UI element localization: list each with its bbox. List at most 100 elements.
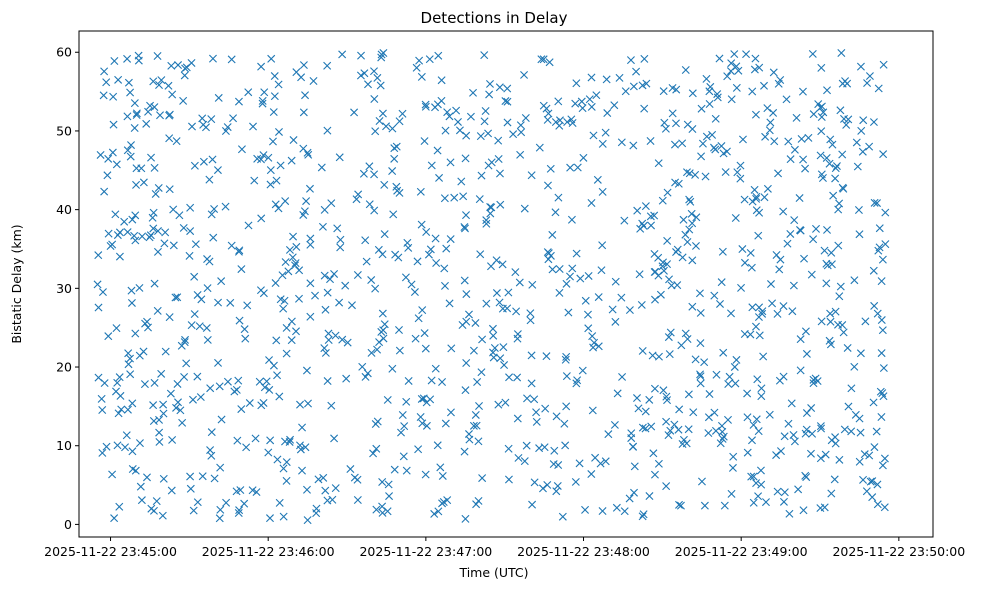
data-point bbox=[415, 56, 424, 65]
data-point bbox=[816, 454, 825, 463]
data-point bbox=[747, 263, 756, 272]
data-point bbox=[182, 63, 191, 72]
data-point bbox=[869, 118, 878, 127]
data-point bbox=[587, 73, 596, 82]
data-point bbox=[730, 362, 739, 371]
data-point bbox=[131, 236, 140, 245]
data-point bbox=[174, 398, 182, 407]
data-point bbox=[390, 144, 399, 153]
data-point bbox=[651, 267, 660, 276]
data-point bbox=[704, 413, 713, 422]
data-point bbox=[443, 108, 452, 117]
data-point bbox=[341, 281, 350, 290]
data-point bbox=[633, 206, 642, 215]
data-point bbox=[461, 386, 470, 395]
data-point bbox=[289, 232, 298, 241]
data-point bbox=[331, 331, 340, 340]
data-point bbox=[286, 435, 295, 444]
data-point bbox=[108, 148, 117, 157]
data-point bbox=[302, 366, 311, 375]
data-point bbox=[756, 466, 765, 475]
data-point bbox=[836, 106, 845, 115]
y-tick-label: 50 bbox=[56, 123, 72, 138]
data-point bbox=[485, 90, 494, 99]
data-point bbox=[715, 54, 724, 63]
data-point bbox=[528, 500, 537, 509]
data-point bbox=[578, 366, 587, 375]
data-point bbox=[662, 482, 671, 491]
data-point bbox=[462, 317, 471, 326]
data-point bbox=[154, 183, 163, 192]
data-point bbox=[773, 309, 782, 318]
data-point bbox=[537, 55, 546, 64]
data-point bbox=[446, 158, 455, 167]
data-point bbox=[137, 164, 146, 173]
data-point bbox=[615, 73, 624, 82]
data-point bbox=[808, 429, 817, 438]
data-point bbox=[245, 399, 254, 408]
data-point bbox=[673, 245, 682, 254]
data-point bbox=[746, 248, 755, 257]
data-point bbox=[130, 231, 139, 240]
data-point bbox=[881, 240, 890, 249]
data-point bbox=[880, 454, 889, 463]
data-point bbox=[250, 176, 259, 185]
data-point bbox=[489, 331, 498, 340]
data-point bbox=[223, 123, 232, 132]
data-point bbox=[167, 486, 176, 495]
data-point bbox=[407, 280, 416, 289]
data-point bbox=[712, 370, 721, 379]
data-point bbox=[124, 349, 133, 358]
data-point bbox=[692, 213, 701, 222]
data-point bbox=[462, 131, 471, 140]
data-point bbox=[190, 272, 199, 281]
data-point bbox=[802, 473, 811, 482]
data-point bbox=[259, 151, 268, 160]
data-point bbox=[123, 405, 132, 414]
data-point bbox=[588, 406, 597, 415]
data-point bbox=[825, 159, 834, 168]
data-point bbox=[802, 349, 811, 358]
data-point bbox=[748, 436, 756, 445]
data-point bbox=[299, 108, 308, 117]
data-point bbox=[641, 424, 650, 433]
data-point bbox=[743, 413, 752, 422]
data-point bbox=[686, 197, 695, 206]
data-point bbox=[149, 224, 158, 233]
data-point bbox=[144, 107, 153, 116]
data-point bbox=[558, 512, 567, 521]
data-point bbox=[446, 235, 455, 244]
data-point bbox=[446, 408, 455, 417]
data-point bbox=[579, 153, 588, 162]
data-point bbox=[832, 162, 841, 171]
data-point bbox=[753, 375, 762, 384]
data-point bbox=[288, 253, 297, 262]
data-point bbox=[875, 224, 884, 233]
data-point bbox=[281, 197, 290, 206]
data-point bbox=[401, 273, 410, 282]
data-point bbox=[320, 205, 329, 214]
data-point bbox=[665, 350, 674, 359]
data-point bbox=[380, 320, 389, 329]
data-point bbox=[128, 399, 137, 408]
data-point bbox=[835, 292, 844, 301]
data-point bbox=[638, 512, 647, 521]
data-point bbox=[482, 299, 491, 308]
data-point bbox=[102, 442, 111, 451]
data-point bbox=[535, 444, 544, 453]
data-point bbox=[390, 154, 399, 163]
data-point bbox=[244, 88, 253, 97]
data-point bbox=[128, 447, 137, 456]
data-point bbox=[604, 430, 613, 439]
data-point bbox=[801, 327, 810, 336]
data-point bbox=[476, 132, 485, 141]
data-point bbox=[765, 126, 774, 135]
data-point bbox=[820, 246, 829, 255]
data-point bbox=[877, 349, 886, 358]
data-point bbox=[818, 174, 827, 183]
data-point bbox=[291, 259, 300, 268]
data-point bbox=[751, 110, 760, 119]
data-point bbox=[321, 305, 330, 314]
data-point bbox=[671, 119, 680, 128]
data-point bbox=[786, 155, 795, 164]
